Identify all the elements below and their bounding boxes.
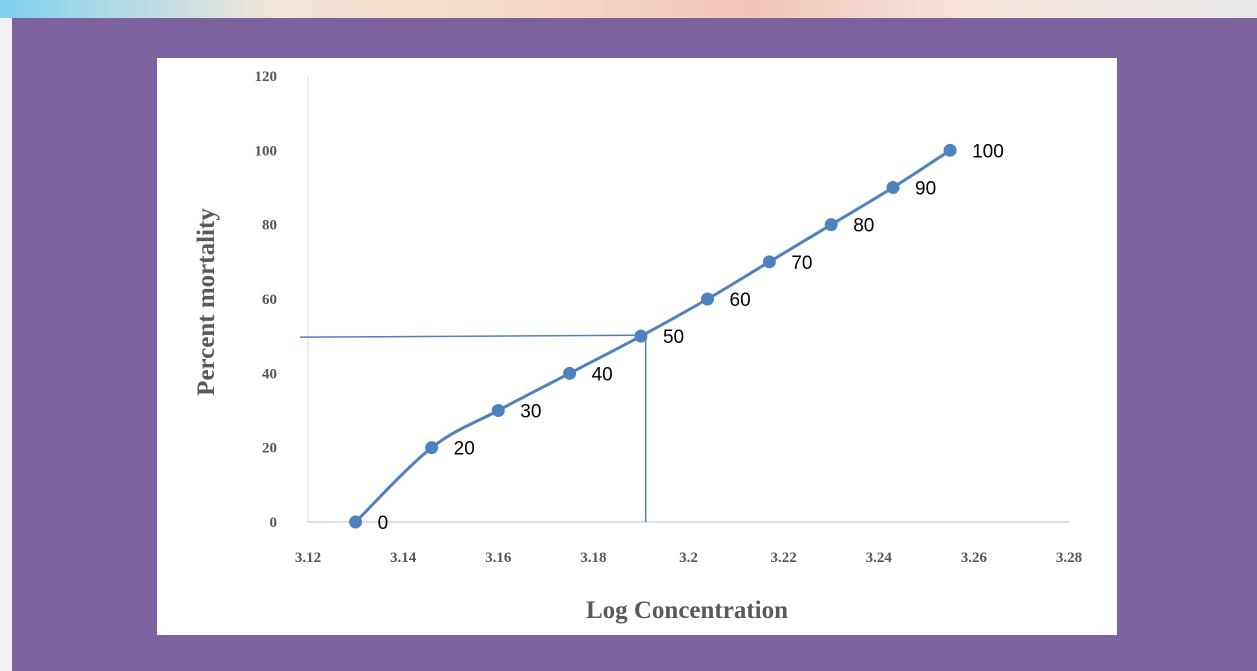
x-tick-label: 3.24 [866, 550, 893, 566]
data-point [563, 366, 577, 380]
data-label: 90 [915, 179, 936, 200]
data-point [425, 441, 439, 455]
chart-panel: 0 20 40 60 80 100 120 3.12 3.14 3.16 3.18 3.2 3.22 3… [157, 58, 1117, 635]
y-tick-label: 20 [262, 441, 277, 457]
y-tick-label: 0 [270, 515, 278, 531]
data-point [491, 404, 505, 417]
data-label: 60 [730, 290, 751, 311]
data-label: 30 [520, 402, 541, 423]
y-tick-label: 80 [262, 218, 277, 234]
data-label: 100 [972, 141, 1004, 162]
x-tick-label: 3.14 [390, 550, 417, 566]
data-point [701, 292, 715, 306]
data-point [349, 515, 363, 529]
data-label: 50 [663, 327, 684, 348]
data-label: 0 [378, 513, 389, 534]
y-tick-label: 120 [255, 69, 278, 85]
header-banner-strip [0, 0, 1257, 18]
y-tick-label: 60 [262, 292, 277, 308]
x-tick-label: 3.2 [679, 550, 698, 566]
x-tick-label: 3.28 [1056, 550, 1082, 566]
x-tick-label: 3.26 [961, 550, 988, 566]
reference-line-horizontal [299, 334, 646, 338]
data-point [824, 218, 838, 232]
y-tick-label: 100 [255, 143, 278, 159]
data-label: 80 [853, 216, 874, 237]
data-point [886, 181, 900, 194]
y-tick-label: 40 [262, 366, 277, 382]
data-point [634, 329, 648, 343]
x-tick-label: 3.12 [295, 550, 321, 566]
x-tick-label: 3.18 [580, 550, 606, 566]
data-point [943, 143, 957, 157]
x-tick-label: 3.22 [771, 550, 797, 566]
x-axis-title: Log Concentration [586, 597, 788, 624]
data-label: 70 [791, 253, 812, 274]
data-label: 20 [454, 439, 475, 460]
x-tick-label: 3.16 [485, 550, 512, 566]
data-label: 40 [592, 364, 613, 385]
data-point [762, 255, 776, 269]
mortality-chart: 0 20 40 60 80 100 120 3.12 3.14 3.16 3.18 3.2 3.22 3… [193, 69, 1082, 624]
y-axis-title: Percent mortality [193, 208, 220, 396]
series-line [354, 149, 951, 524]
